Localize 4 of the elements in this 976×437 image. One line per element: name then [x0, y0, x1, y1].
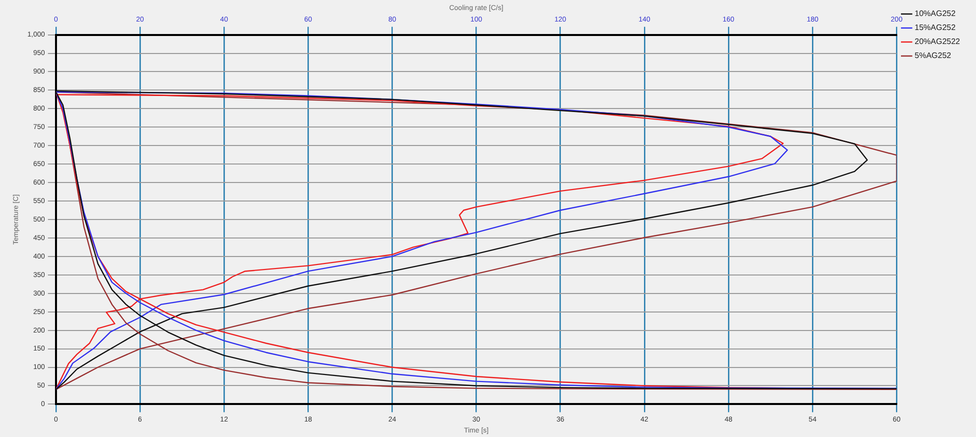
legend-label: 5%AG252: [914, 51, 952, 60]
legend-label: 15%AG252: [914, 23, 956, 32]
legend-label: 10%AG252: [914, 9, 956, 18]
legend-label: 20%AG2522: [914, 37, 961, 46]
